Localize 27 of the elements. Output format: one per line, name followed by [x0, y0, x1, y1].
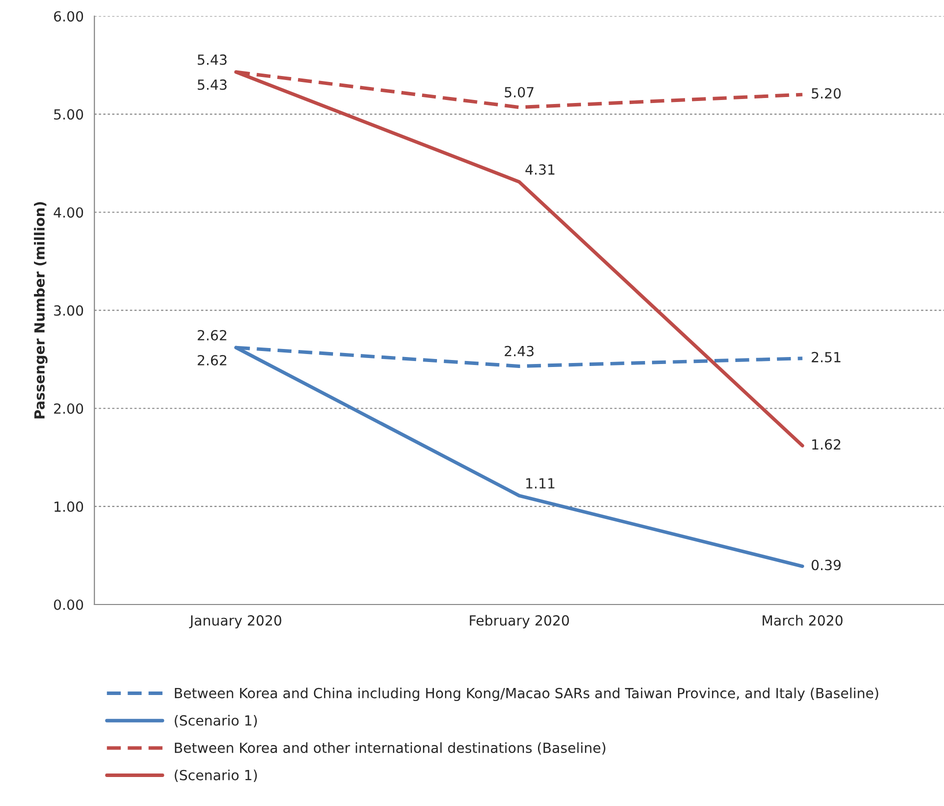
x-tick-label: March 2020: [762, 614, 843, 626]
y-tick-label: 3.00: [54, 305, 84, 316]
y-tick-label: 1.00: [54, 501, 84, 512]
data-label: 0.39: [812, 560, 841, 570]
data-label: 1.62: [812, 439, 840, 450]
legend-label: (Scenario 1): [174, 714, 257, 728]
data-label: 5.07: [504, 86, 534, 98]
y-tick-label: 0.00: [54, 599, 84, 610]
data-label: 2.62: [198, 330, 226, 340]
data-label: 5.20: [812, 88, 841, 99]
y-axis-title: Passenger Number (million): [34, 202, 48, 418]
y-tick-label: 5.00: [54, 109, 84, 120]
legend-label: Between Korea and China including Hong Kong/Macao SARs and Taiwan Province, and Italy (Baseline): [174, 688, 878, 702]
data-label: 5.43: [198, 79, 227, 90]
data-label: 2.62: [198, 354, 226, 366]
legend-label: (Scenario 1): [174, 770, 257, 782]
data-label: 4.31: [525, 164, 554, 175]
x-tick-label: January 2020: [189, 615, 282, 628]
y-tick-label: 4.00: [54, 207, 84, 218]
y-tick-label: 2.00: [54, 403, 84, 414]
legend-label: Between Korea and other international destinations (Baseline): [174, 742, 606, 755]
x-tick-label: February 2020: [470, 614, 569, 628]
data-label: 2.51: [812, 352, 840, 362]
y-tick-label: 6.00: [54, 11, 84, 22]
data-label: 5.43: [198, 54, 227, 65]
data-label: 2.43: [504, 346, 534, 356]
data-label: 1.11: [526, 478, 554, 488]
